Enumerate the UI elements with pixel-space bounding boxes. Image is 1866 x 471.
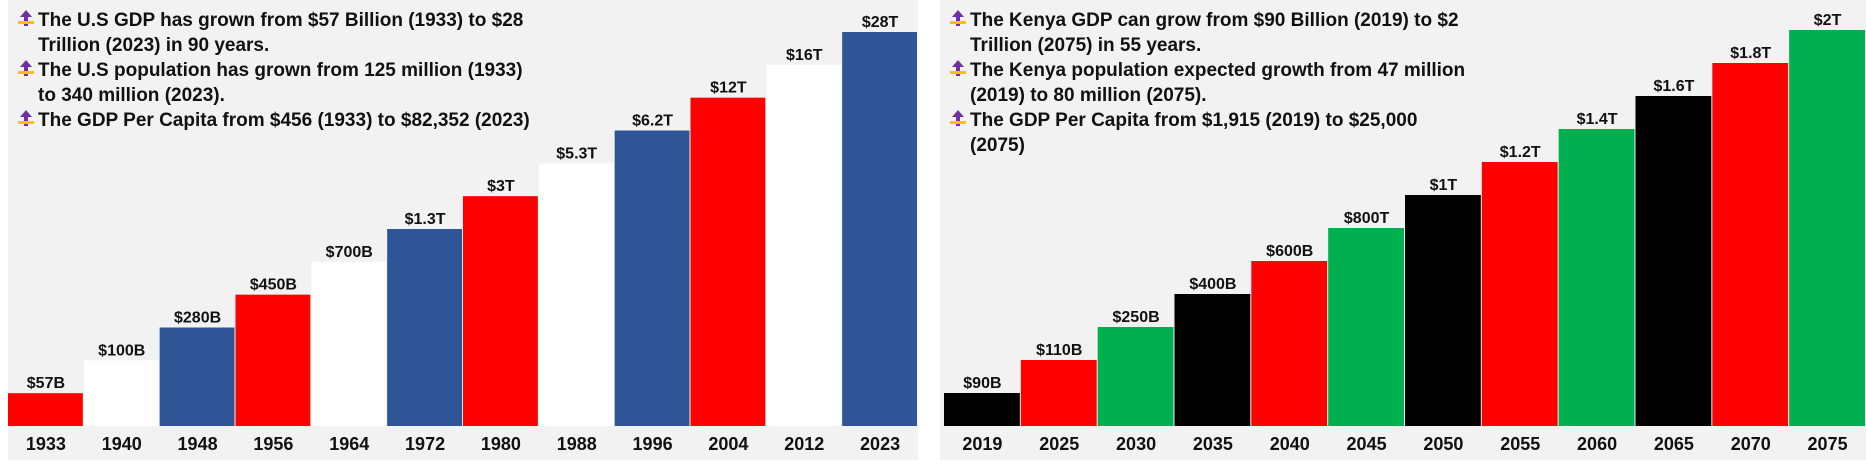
bar-2012 [766,64,842,426]
bar-2060 [1558,129,1635,426]
bar-2025 [1020,360,1097,426]
us-gdp-chart: $57B 1933 $100B 1940 $280B 1948 $450B 1956 $700B… [8,14,917,454]
bullet-text: The Kenya population expected growth fro… [970,60,1466,106]
data-label-1980: $3T [487,178,515,195]
data-label-1956: $450B [250,277,297,294]
x-tick-2075: 2075 [1808,434,1848,454]
kenya-gdp-chart: $90B 2019 $110B 2025 $250B 2030 $400B 2035 $600B… [944,12,1865,454]
x-tick-1933: 1933 [26,434,66,454]
bar-2075 [1789,30,1865,426]
arrow-bullet-icon [950,110,966,126]
x-tick-2070: 2070 [1731,434,1771,454]
data-label-2004: $12T [710,80,747,97]
bar-2045 [1328,228,1404,426]
bar-2070 [1712,63,1789,426]
data-label-2045: $800T [1344,210,1390,227]
x-tick-1956: 1956 [253,434,293,454]
bullet-item: The U.S population has grown from 125 mi… [16,58,536,108]
data-label-1972: $1.3T [405,211,446,228]
x-tick-2055: 2055 [1500,434,1540,454]
data-label-1940: $100B [98,342,145,359]
arrow-bullet-icon [18,60,34,76]
x-tick-1988: 1988 [557,434,597,454]
data-label-2012: $16T [786,47,823,64]
bar-1933 [8,393,83,426]
arrow-bullet-icon [950,60,966,76]
x-tick-2040: 2040 [1270,434,1310,454]
data-label-1948: $280B [174,310,221,327]
bar-2019 [944,393,1020,426]
x-tick-1996: 1996 [633,434,673,454]
x-tick-1972: 1972 [405,434,445,454]
bar-2004 [690,97,766,427]
data-label-2025: $110B [1036,342,1082,359]
bar-2023 [842,32,917,426]
data-label-2055: $1.2T [1500,144,1541,161]
data-label-1933: $57B [27,375,65,392]
bullet-text: The U.S GDP has grown from $57 Billion (… [38,10,524,56]
data-label-1996: $6.2T [632,113,673,130]
us-gdp-chart-panel: $57B 1933 $100B 1940 $280B 1948 $450B 1956 $700B… [8,0,918,460]
x-tick-1980: 1980 [481,434,521,454]
kenya-gdp-chart-panel: $90B 2019 $110B 2025 $250B 2030 $400B 2035 $600B… [940,0,1866,460]
data-label-2070: $1.8T [1730,45,1771,62]
x-tick-2050: 2050 [1423,434,1463,454]
bullet-item: The U.S GDP has grown from $57 Billion (… [16,8,536,58]
bar-1988 [538,163,614,427]
bar-2055 [1481,162,1558,426]
x-tick-2060: 2060 [1577,434,1617,454]
bar-1940 [83,360,159,426]
bar-2040 [1251,261,1328,426]
bullet-text: The U.S population has grown from 125 mi… [38,60,523,106]
x-tick-2045: 2045 [1347,434,1387,454]
data-label-2030: $250B [1113,309,1160,326]
data-label-2040: $600B [1266,243,1313,260]
x-tick-1964: 1964 [329,434,369,454]
us-bullet-list: The U.S GDP has grown from $57 Billion (… [16,8,536,133]
arrow-bullet-icon [18,10,34,26]
bar-2065 [1635,96,1712,426]
x-tick-2065: 2065 [1654,434,1694,454]
data-label-2065: $1.6T [1653,78,1694,95]
x-tick-2023: 2023 [860,434,900,454]
bar-2035 [1174,294,1251,426]
bar-1972 [387,229,462,426]
data-label-1964: $700B [326,244,373,261]
arrow-bullet-icon [18,110,34,126]
bullet-text: The Kenya GDP can grow from $90 Billion … [970,10,1459,56]
bar-1956 [235,294,311,426]
bullet-item: The Kenya population expected growth fro… [948,58,1468,108]
x-tick-2025: 2025 [1039,434,1079,454]
data-label-1988: $5.3T [556,145,597,162]
x-tick-2012: 2012 [784,434,824,454]
bar-1980 [463,196,538,426]
data-label-2075: $2T [1814,12,1842,29]
bar-1996 [614,130,690,426]
x-tick-2035: 2035 [1193,434,1233,454]
data-label-2060: $1.4T [1577,111,1618,128]
data-label-2035: $400B [1189,276,1236,293]
bar-2050 [1405,195,1481,426]
x-tick-1940: 1940 [102,434,142,454]
data-label-2050: $1T [1430,177,1458,194]
kenya-bullet-list: The Kenya GDP can grow from $90 Billion … [948,8,1468,158]
bullet-text: The GDP Per Capita from $456 (1933) to $… [38,110,530,131]
x-tick-1948: 1948 [178,434,218,454]
arrow-bullet-icon [950,10,966,26]
bar-1964 [311,261,387,426]
bullet-item: The Kenya GDP can grow from $90 Billion … [948,8,1468,58]
x-tick-2030: 2030 [1116,434,1156,454]
x-tick-2019: 2019 [962,434,1002,454]
bullet-text: The GDP Per Capita from $1,915 (2019) to… [970,110,1418,156]
data-label-2019: $90B [963,375,1001,392]
x-tick-2004: 2004 [708,434,748,454]
bar-1948 [159,327,235,426]
bar-2030 [1097,327,1174,426]
data-label-2023: $28T [862,14,899,31]
bullet-item: The GDP Per Capita from $1,915 (2019) to… [948,108,1468,158]
bullet-item: The GDP Per Capita from $456 (1933) to $… [16,108,536,133]
